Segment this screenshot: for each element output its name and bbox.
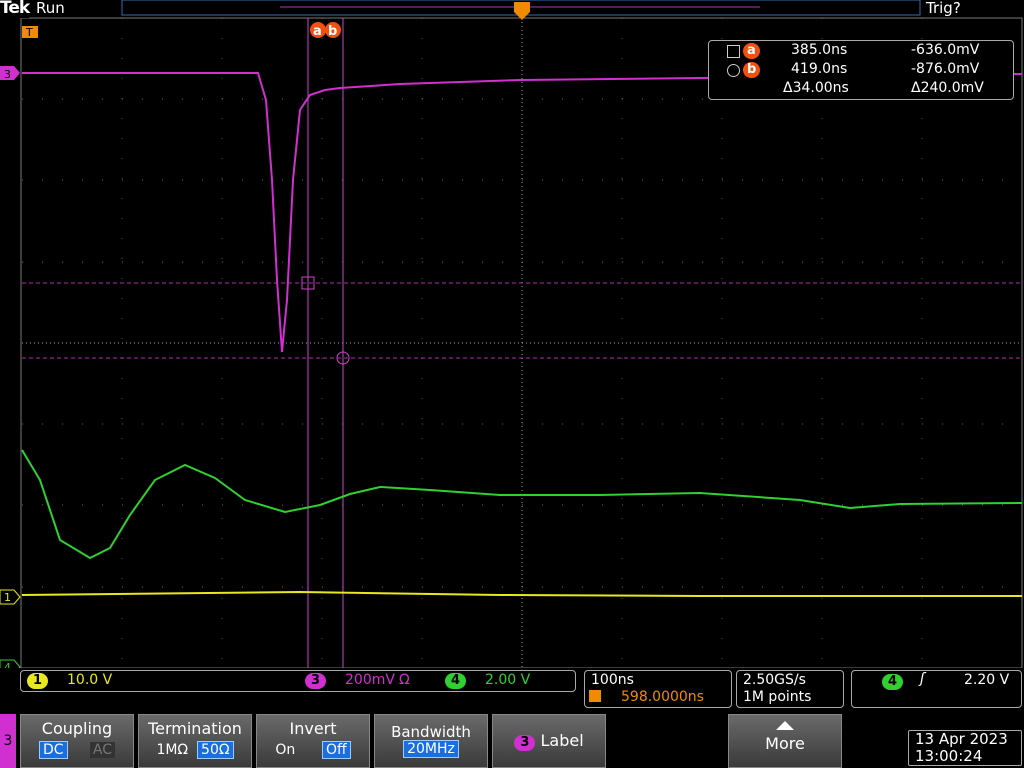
sample-rate: 2.50GS/s [743,672,806,688]
cursor-a-tag: a [313,24,322,39]
datetime: 13 Apr 2023 13:00:24 [908,730,1022,766]
ch3-waveform [22,72,1023,353]
delay-icon [589,690,601,702]
coupling-dc[interactable]: DC [39,741,68,759]
label-button[interactable]: 3 Label [492,714,606,768]
cursor-a-mark [301,276,315,290]
termination-title: Termination [148,719,242,738]
b-label: b [743,62,761,78]
ch3-marker-label: 3 [4,68,11,81]
menu-channel: 3 [0,714,16,768]
ch4-marker [0,659,21,668]
invert-on[interactable]: On [275,742,296,758]
ch3-scale: 200mV [345,672,395,688]
ch4-badge: 4 [445,673,467,689]
cursor-readout: a 385.0ns -636.0mV b 419.0ns -876.0mV Δ3… [708,40,1014,100]
timebase-box: 100ns 598.0000ns [584,670,732,708]
trigger-pos-label: T [25,26,33,39]
edge-icon: ʃ [920,671,925,687]
date: 13 Apr 2023 [915,730,1008,748]
coupling-ac[interactable]: AC [89,742,115,758]
trigger-source: 4 [882,674,904,690]
termination-1m[interactable]: 1MΩ [156,742,189,758]
timebase: 100ns [591,672,634,688]
bandwidth-button[interactable]: Bandwidth 20MHz [374,714,488,768]
ch1-marker-label: 1 [4,591,11,604]
trigger-level: 2.20 V [964,672,1010,688]
run-status: Run [36,0,65,17]
a-value: -636.0mV [911,42,980,58]
ch4-scale: 2.00 V [485,672,531,688]
square-icon [727,45,740,58]
ch4-waveform [21,449,1023,560]
invert-off[interactable]: Off [321,741,351,759]
ch1-badge: 1 [27,673,49,689]
time: 13:00:24 [915,747,983,765]
trigger-marker [514,2,530,20]
brand: Tek [0,0,30,18]
circle-icon [727,64,740,77]
cursor-b-mark [336,351,350,365]
bandwidth-value: 20MHz [403,740,459,758]
acq-box: 2.50GS/s 1M points [736,670,844,708]
a-label: a [743,43,760,59]
cursor-a-badge [310,22,326,38]
ch4-marker-label: 4 [4,661,11,668]
termination-button[interactable]: Termination 1MΩ 50Ω [138,714,252,768]
ch1-scale: 10.0 V [67,672,113,688]
ch3-badge: 3 [305,673,327,689]
ch1-waveform [21,590,1022,597]
ch1-marker [0,589,21,605]
invert-title: Invert [289,719,337,738]
more-label: More [765,734,805,753]
delta-value: Δ240.0mV [911,80,984,96]
trigger-status: Trig? [926,0,961,17]
coupling-button[interactable]: Coupling DC AC [20,714,134,768]
record-length: 1M points [743,689,812,705]
channel-bar: 1 10.0 V 3 200mV Ω 4 2.00 V [20,670,576,692]
cursor-b-tag: b [328,24,337,39]
ch3-marker [0,66,20,80]
b-value: -876.0mV [911,61,980,77]
trigger-pos-marker [22,26,38,38]
termination-50[interactable]: 50Ω [197,741,234,759]
invert-button[interactable]: Invert On Off [256,714,370,768]
a-time: 385.0ns [791,42,848,58]
bandwidth-title: Bandwidth [391,723,471,741]
cursor-b-badge [325,22,341,38]
ch3-flag: Ω [399,672,410,688]
more-arrow [776,721,794,730]
label-channel: 3 [514,735,536,751]
coupling-title: Coupling [41,719,113,738]
trigger-delay: 598.0000ns [621,689,704,705]
label-title: Label [540,731,584,750]
more-button[interactable]: More [728,714,842,768]
delta-time: Δ34.00ns [783,80,849,96]
trigger-box: 4 ʃ 2.20 V [851,670,1022,708]
graticule: T 3 1 4 a b [0,0,1023,668]
b-time: 419.0ns [791,61,848,77]
